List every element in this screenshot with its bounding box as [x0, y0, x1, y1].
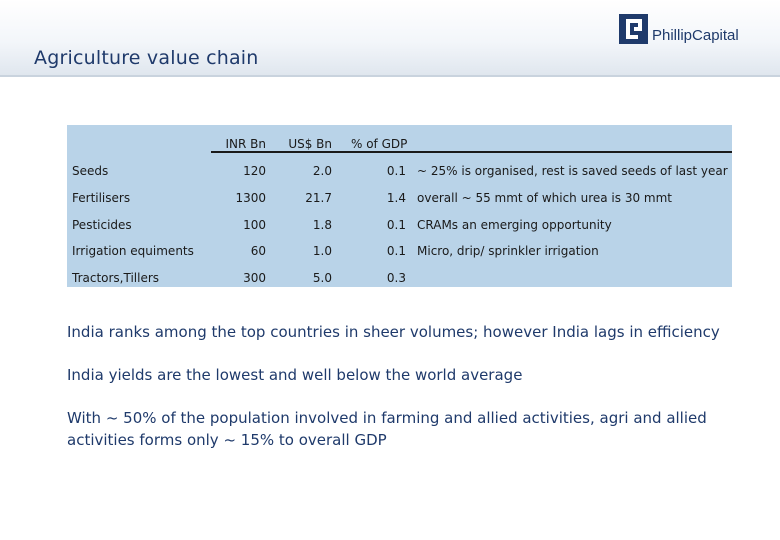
row-usd: 1.8 — [312, 218, 332, 232]
row-inr: 100 — [243, 218, 266, 232]
row-note: overall ~ 55 mmt of which urea is 30 mmt — [417, 191, 672, 205]
logo-text: PhillipCapital — [652, 26, 739, 44]
row-name: Seeds — [72, 164, 109, 178]
row-inr: 120 — [243, 164, 266, 178]
row-gdp: 0.1 — [386, 244, 406, 258]
row-usd: 2.0 — [312, 164, 332, 178]
row-inr: 300 — [243, 271, 266, 285]
column-header-inr: INR Bn — [225, 137, 266, 151]
bullet-efficiency: India ranks among the top countries in s… — [67, 323, 720, 341]
row-usd: 21.7 — [305, 191, 332, 205]
column-header-gdp: % of GDP — [351, 137, 408, 151]
row-name: Fertilisers — [72, 191, 131, 205]
row-note: Micro, drip/ sprinkler irrigation — [417, 244, 599, 258]
header-divider — [0, 75, 780, 77]
row-name: Pesticides — [72, 218, 132, 232]
column-header-usd: US$ Bn — [288, 137, 332, 151]
row-gdp: 1.4 — [386, 191, 406, 205]
phillipcapital-logo: PhillipCapital — [619, 13, 739, 45]
header-band — [0, 0, 780, 76]
row-note: ~ 25% is organised, rest is saved seeds … — [417, 164, 728, 178]
row-name: Irrigation equiments — [72, 244, 194, 258]
bullet-gdp-share: With ~ 50% of the population involved in… — [67, 409, 707, 449]
row-gdp: 0.3 — [386, 271, 406, 285]
row-inr: 60 — [250, 244, 266, 258]
row-inr: 1300 — [235, 191, 266, 205]
row-gdp: 0.1 — [386, 218, 406, 232]
row-usd: 5.0 — [312, 271, 332, 285]
row-note: CRAMs an emerging opportunity — [417, 218, 612, 232]
slide-title: Agriculture value chain — [34, 47, 259, 69]
bullet-yields: India yields are the lowest and well bel… — [67, 366, 523, 384]
table-header-rule — [211, 151, 732, 153]
phillipcapital-logo-icon — [619, 14, 648, 44]
row-usd: 1.0 — [312, 244, 332, 258]
row-gdp: 0.1 — [386, 164, 406, 178]
row-name: Tractors,Tillers — [72, 271, 160, 285]
